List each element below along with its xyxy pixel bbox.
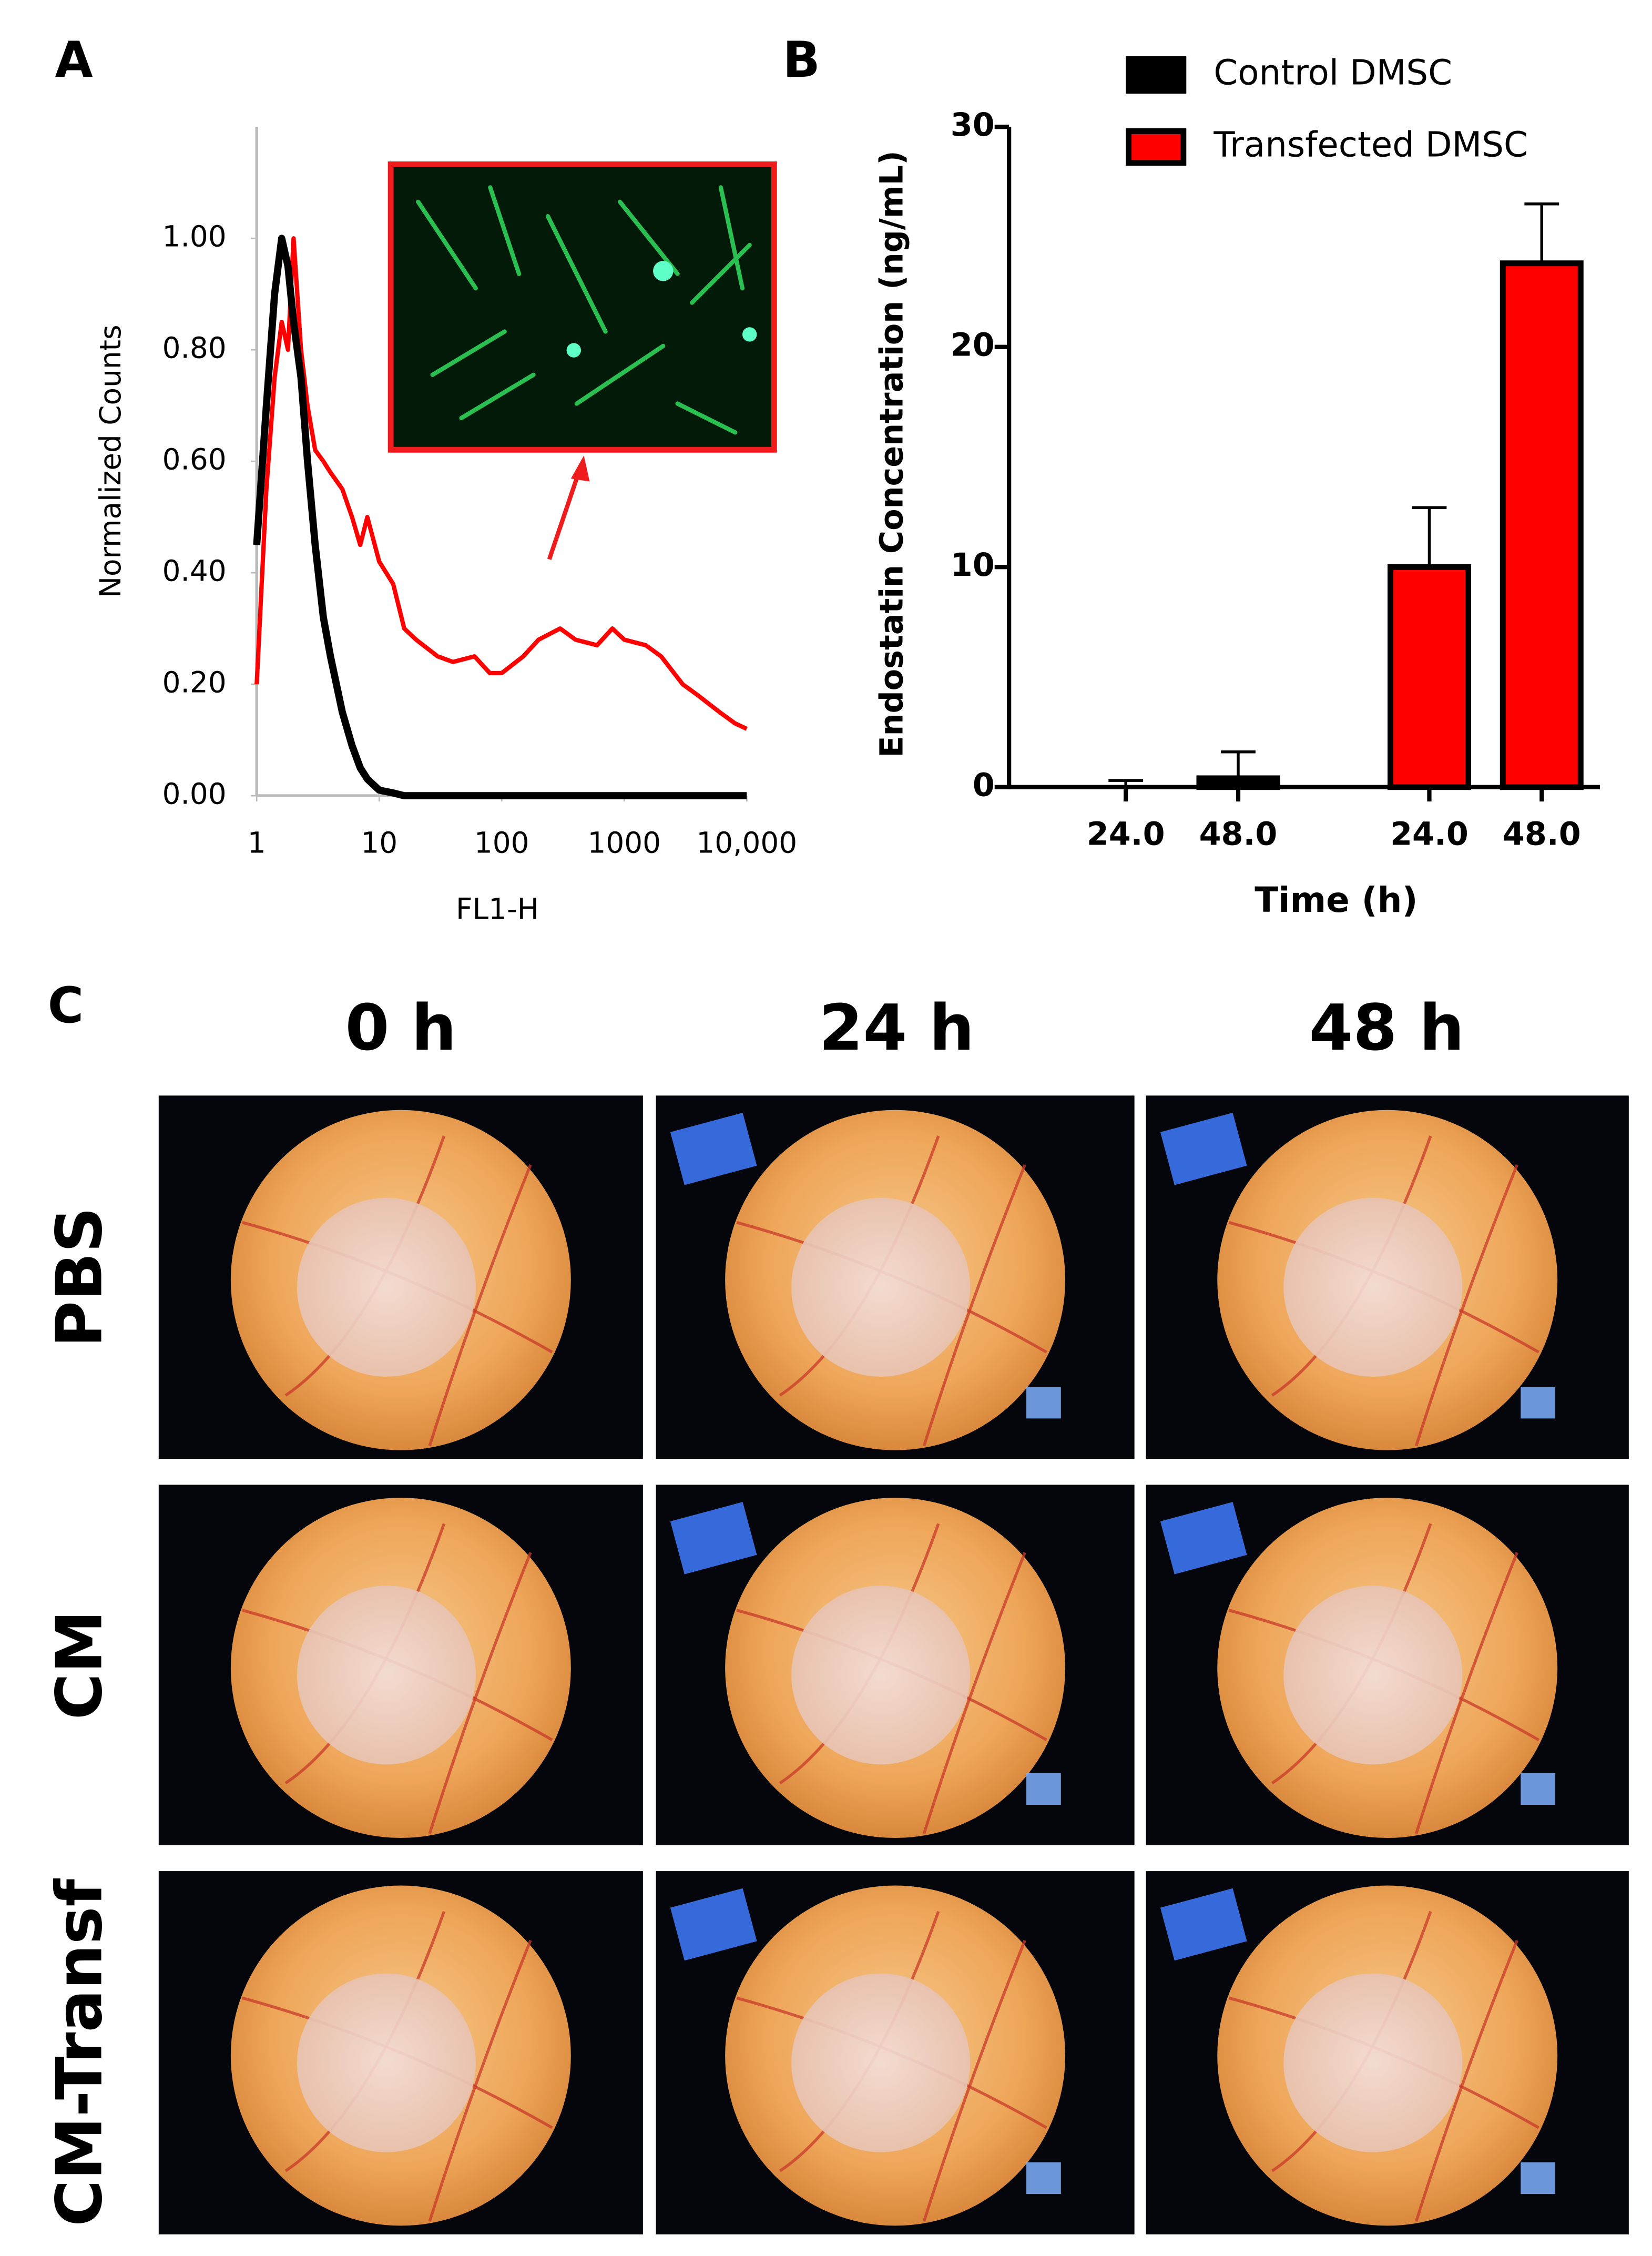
glare <box>1521 1387 1556 1419</box>
y-axis-label: Endostatin Concentration (ng/mL) <box>873 150 910 757</box>
membrane <box>791 1586 971 1765</box>
glare <box>1026 1773 1061 1805</box>
glare <box>670 1888 757 1961</box>
x-axis-label: Time (h) <box>1255 880 1418 920</box>
y-tick-label: 1.00 <box>162 219 227 253</box>
membrane <box>1283 1586 1463 1765</box>
x-tick-label: 48.0 <box>1199 816 1278 852</box>
membrane <box>791 1973 971 2152</box>
glare <box>670 1502 757 1574</box>
bar <box>1500 260 1584 790</box>
column-header: 24 h <box>819 991 974 1065</box>
glare <box>1160 1888 1247 1961</box>
glare <box>1026 2162 1061 2194</box>
x-tick-label: 10,000 <box>696 826 797 859</box>
photo <box>1146 1871 1629 2234</box>
y-tick-label: 0.60 <box>162 442 227 476</box>
membrane <box>297 1197 476 1377</box>
y-axis-label: Normalized Counts <box>94 324 127 598</box>
x-tick-label: 10 <box>361 826 397 859</box>
vessel <box>1414 1164 1518 1447</box>
x-tick-label: 100 <box>474 826 529 859</box>
legend-label: Transfected DMSC <box>1213 125 1528 165</box>
bar <box>1387 564 1471 790</box>
y-tick-label: 10 <box>951 547 995 584</box>
y-tick-label: 0.80 <box>162 331 227 364</box>
y-tick-label: 0.20 <box>162 665 227 699</box>
membrane <box>791 1197 971 1377</box>
membrane <box>297 1586 476 1765</box>
x-tick-label: 48.0 <box>1503 816 1581 852</box>
membrane <box>297 1973 476 2152</box>
membrane <box>1283 1197 1463 1377</box>
vessel <box>922 1164 1026 1447</box>
legend-label: Control DMSC <box>1213 53 1452 93</box>
glare <box>1521 1773 1556 1805</box>
x-tick-label: 1000 <box>587 826 661 859</box>
row-label: CM <box>43 1610 116 1720</box>
vessel <box>922 1552 1026 1834</box>
glare <box>670 1112 757 1185</box>
y-tick-label: 0.40 <box>162 554 227 587</box>
x-axis-label: FL1-H <box>456 892 539 926</box>
photo <box>1146 1095 1629 1459</box>
glare <box>1160 1502 1247 1574</box>
column-header: 48 h <box>1309 991 1464 1065</box>
column-header: 0 h <box>345 991 456 1065</box>
photo <box>656 1095 1135 1459</box>
panel-label: A <box>55 31 93 88</box>
y-tick-label: 20 <box>951 327 995 363</box>
row-label: CM-Transf <box>43 1878 116 2227</box>
vessel <box>428 1552 532 1834</box>
membrane <box>1283 1973 1463 2152</box>
inset-image <box>387 161 777 560</box>
y-tick-label: 30 <box>951 107 995 144</box>
vessel <box>922 1939 1026 2222</box>
photo <box>158 1871 643 2234</box>
x-tick-label: 24.0 <box>1087 816 1165 852</box>
photo <box>158 1485 643 1845</box>
glare <box>1160 1112 1247 1185</box>
row-label: PBS <box>43 1207 116 1347</box>
photo <box>656 1871 1135 2234</box>
vessel <box>428 1164 532 1447</box>
legend-swatch <box>1126 128 1187 166</box>
glare <box>1521 2162 1556 2194</box>
panel-label: B <box>783 31 820 88</box>
photo <box>158 1095 643 1459</box>
photo <box>656 1485 1135 1845</box>
legend-swatch <box>1126 56 1187 94</box>
photo <box>1146 1485 1629 1845</box>
histogram-line <box>253 235 747 800</box>
x-tick-label: 1 <box>248 826 266 859</box>
vessel <box>428 1939 532 2222</box>
vessel <box>1414 1552 1518 1834</box>
panel-label: C <box>48 977 84 1034</box>
y-tick-label: 0.00 <box>162 777 227 810</box>
y-tick-label: 0 <box>973 767 995 804</box>
glare <box>1026 1387 1061 1419</box>
x-tick-label: 24.0 <box>1390 816 1469 852</box>
vessel <box>1414 1939 1518 2222</box>
